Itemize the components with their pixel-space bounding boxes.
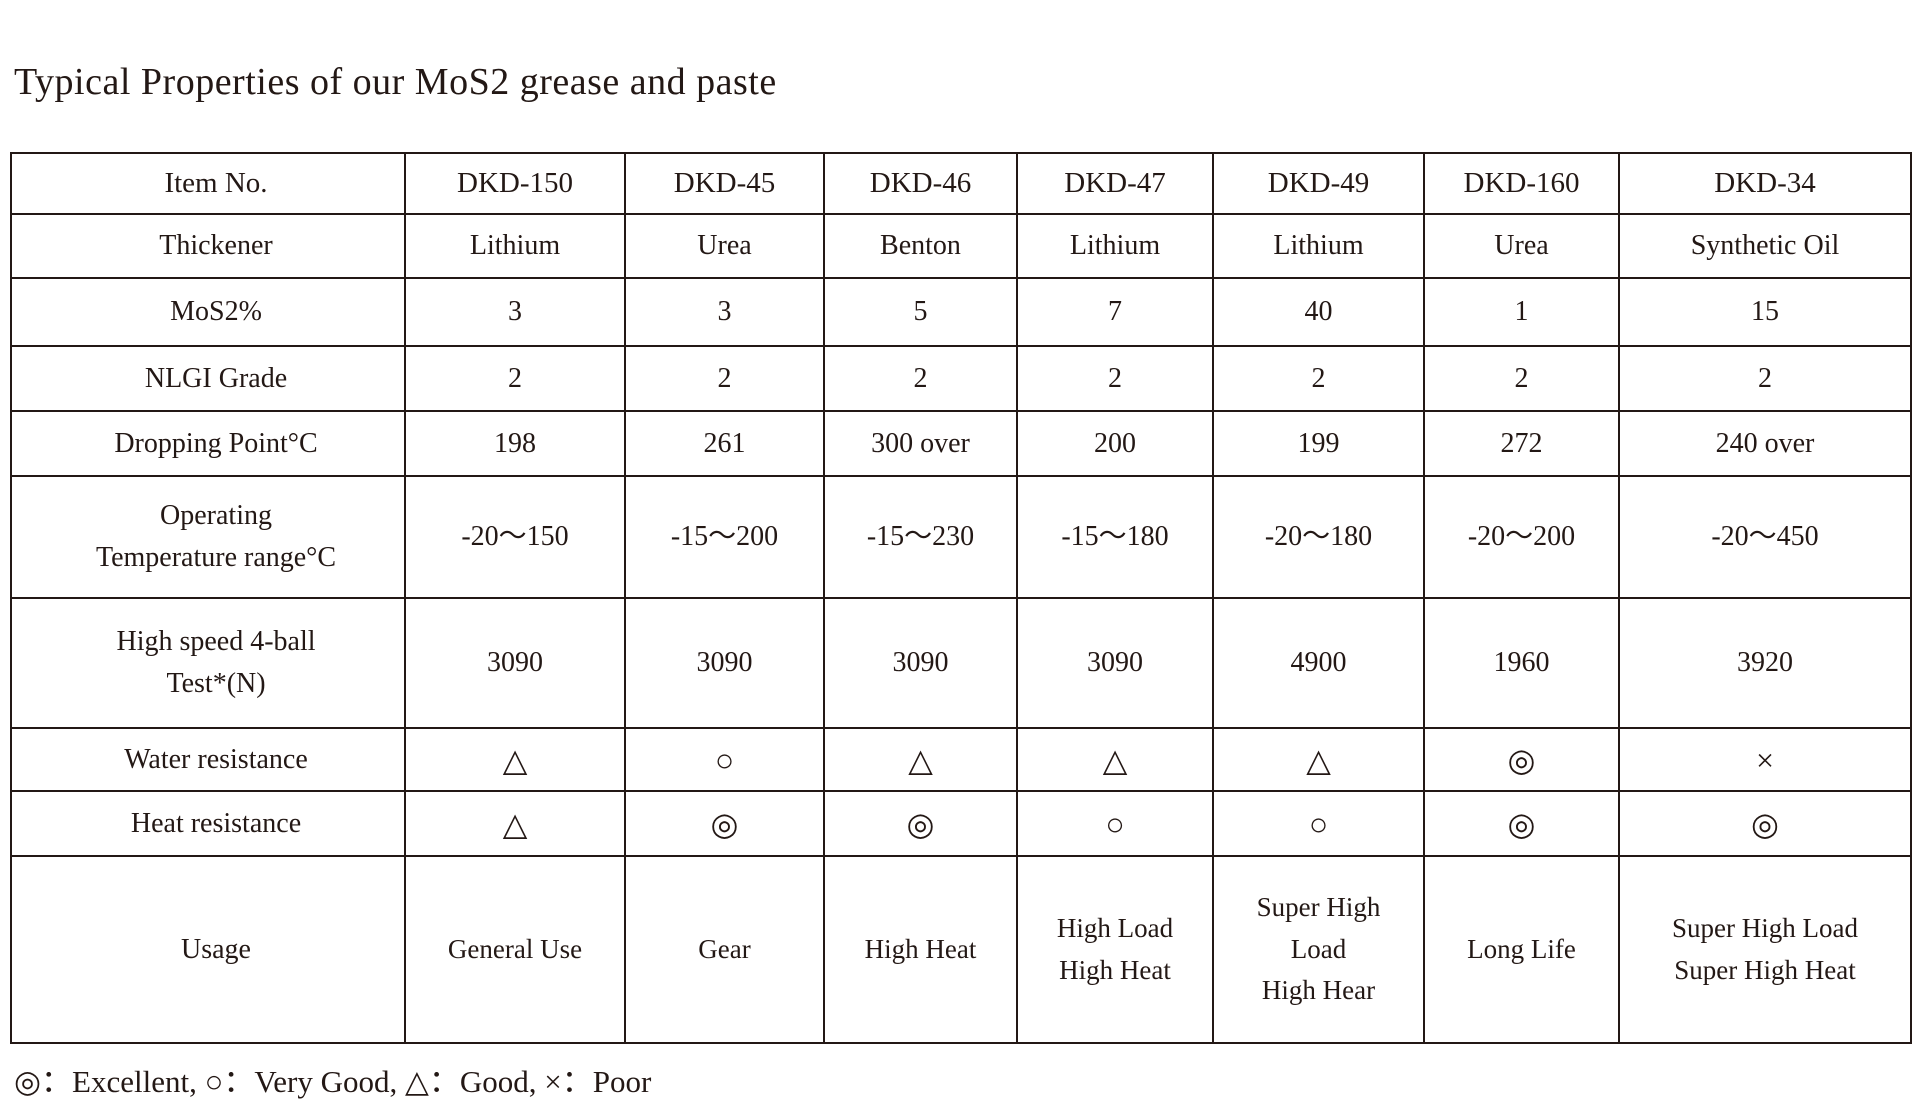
operating-temperature-cell: -15～200 — [624, 475, 825, 599]
header-row: Item No. DKD-150 DKD-45 DKD-46 DKD-47 DK… — [10, 152, 1912, 215]
four-ball-test-cell: 4900 — [1212, 597, 1425, 729]
water-resistance-rating-icon: △ — [1212, 727, 1425, 792]
operating-temperature-cell: -20～450 — [1618, 475, 1912, 599]
table-row-water-resistance: Water resistance △ ○ △ △ △ ◎ × — [10, 727, 1912, 792]
operating-temperature-cell: -20～150 — [404, 475, 626, 599]
column-header-dkd-150: DKD-150 — [404, 152, 626, 215]
water-resistance-rating-icon: ○ — [624, 727, 825, 792]
thickener-cell: Synthetic Oil — [1618, 213, 1912, 279]
column-header-dkd-47: DKD-47 — [1016, 152, 1214, 215]
nlgi-cell: 2 — [1212, 345, 1425, 412]
thickener-cell: Lithium — [1016, 213, 1214, 279]
heat-resistance-rating-icon: ○ — [1212, 790, 1425, 857]
table-row-operating-temperature: Operating Temperature range°C -20～150 -1… — [10, 475, 1912, 599]
table-row-thickener: Thickener Lithium Urea Benton Lithium Li… — [10, 213, 1912, 279]
row-label-four-ball-test: High speed 4-ball Test*(N) — [10, 597, 406, 729]
row-label-water-resistance: Water resistance — [10, 727, 406, 792]
operating-temperature-cell: -20～180 — [1212, 475, 1425, 599]
table-row-dropping-point: Dropping Point°C 198 261 300 over 200 19… — [10, 410, 1912, 477]
usage-cell: Super High Load Super High Heat — [1618, 855, 1912, 1044]
rating-legend: ◎：Excellent, ○：Very Good, △：Good, ×：Poor — [14, 1064, 652, 1099]
heat-resistance-rating-icon: ◎ — [1423, 790, 1620, 857]
row-label-item-no: Item No. — [10, 152, 406, 215]
mos2-cell: 3 — [404, 277, 626, 347]
row-label-mos2: MoS2% — [10, 277, 406, 347]
mos2-cell: 5 — [823, 277, 1018, 347]
table-row-mos2: MoS2% 3 3 5 7 40 1 15 — [10, 277, 1912, 347]
thickener-cell: Lithium — [1212, 213, 1425, 279]
thickener-cell: Lithium — [404, 213, 626, 279]
usage-cell: High Heat — [823, 855, 1018, 1044]
operating-temperature-cell: -15～180 — [1016, 475, 1214, 599]
row-label-operating-temperature: Operating Temperature range°C — [10, 475, 406, 599]
table-row-four-ball-test: High speed 4-ball Test*(N) 3090 3090 309… — [10, 597, 1912, 729]
thickener-cell: Urea — [624, 213, 825, 279]
dropping-point-cell: 240 over — [1618, 410, 1912, 477]
mos2-cell: 7 — [1016, 277, 1214, 347]
usage-cell: High Load High Heat — [1016, 855, 1214, 1044]
dropping-point-cell: 198 — [404, 410, 626, 477]
row-label-dropping-point: Dropping Point°C — [10, 410, 406, 477]
thickener-cell: Urea — [1423, 213, 1620, 279]
usage-cell: Gear — [624, 855, 825, 1044]
thickener-cell: Benton — [823, 213, 1018, 279]
heat-resistance-rating-icon: ◎ — [624, 790, 825, 857]
nlgi-cell: 2 — [1423, 345, 1620, 412]
dropping-point-cell: 300 over — [823, 410, 1018, 477]
water-resistance-rating-icon: △ — [823, 727, 1018, 792]
heat-resistance-rating-icon: ◎ — [1618, 790, 1912, 857]
four-ball-test-cell: 3090 — [1016, 597, 1214, 729]
page-title: Typical Properties of our MoS2 grease an… — [14, 61, 777, 103]
row-label-heat-resistance: Heat resistance — [10, 790, 406, 857]
usage-cell: Long Life — [1423, 855, 1620, 1044]
row-label-usage: Usage — [10, 855, 406, 1044]
nlgi-cell: 2 — [1618, 345, 1912, 412]
row-label-nlgi: NLGI Grade — [10, 345, 406, 412]
column-header-dkd-49: DKD-49 — [1212, 152, 1425, 215]
four-ball-test-cell: 1960 — [1423, 597, 1620, 729]
nlgi-cell: 2 — [404, 345, 626, 412]
nlgi-cell: 2 — [1016, 345, 1214, 412]
heat-resistance-rating-icon: △ — [404, 790, 626, 857]
operating-temperature-cell: -15～230 — [823, 475, 1018, 599]
heat-resistance-rating-icon: ○ — [1016, 790, 1214, 857]
column-header-dkd-45: DKD-45 — [624, 152, 825, 215]
water-resistance-rating-icon: △ — [1016, 727, 1214, 792]
water-resistance-rating-icon: × — [1618, 727, 1912, 792]
mos2-cell: 3 — [624, 277, 825, 347]
dropping-point-cell: 272 — [1423, 410, 1620, 477]
table-row-heat-resistance: Heat resistance △ ◎ ◎ ○ ○ ◎ ◎ — [10, 790, 1912, 857]
water-resistance-rating-icon: ◎ — [1423, 727, 1620, 792]
water-resistance-rating-icon: △ — [404, 727, 626, 792]
usage-cell: Super High Load High Hear — [1212, 855, 1425, 1044]
heat-resistance-rating-icon: ◎ — [823, 790, 1018, 857]
table-row-nlgi: NLGI Grade 2 2 2 2 2 2 2 — [10, 345, 1912, 412]
nlgi-cell: 2 — [624, 345, 825, 412]
mos2-cell: 15 — [1618, 277, 1912, 347]
nlgi-cell: 2 — [823, 345, 1018, 412]
four-ball-test-cell: 3090 — [823, 597, 1018, 729]
dropping-point-cell: 200 — [1016, 410, 1214, 477]
column-header-dkd-46: DKD-46 — [823, 152, 1018, 215]
operating-temperature-cell: -20～200 — [1423, 475, 1620, 599]
table-row-usage: Usage General Use Gear High Heat High Lo… — [10, 855, 1912, 1044]
mos2-cell: 40 — [1212, 277, 1425, 347]
four-ball-test-cell: 3090 — [624, 597, 825, 729]
column-header-dkd-34: DKD-34 — [1618, 152, 1912, 215]
properties-table: Item No. DKD-150 DKD-45 DKD-46 DKD-47 DK… — [10, 152, 1912, 1044]
column-header-dkd-160: DKD-160 — [1423, 152, 1620, 215]
four-ball-test-cell: 3920 — [1618, 597, 1912, 729]
usage-cell: General Use — [404, 855, 626, 1044]
four-ball-test-cell: 3090 — [404, 597, 626, 729]
mos2-cell: 1 — [1423, 277, 1620, 347]
dropping-point-cell: 261 — [624, 410, 825, 477]
dropping-point-cell: 199 — [1212, 410, 1425, 477]
row-label-thickener: Thickener — [10, 213, 406, 279]
